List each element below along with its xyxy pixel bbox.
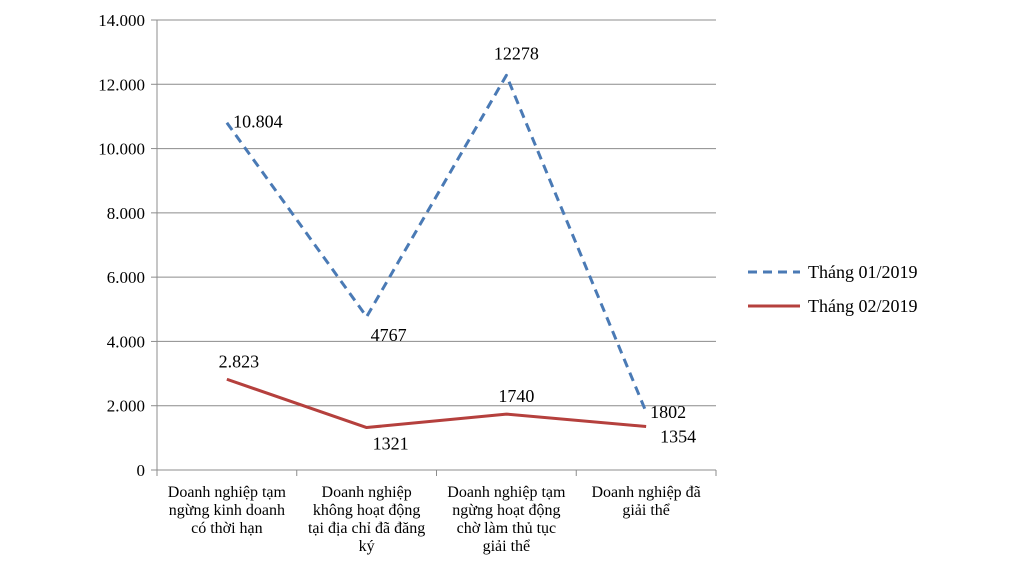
data-labels: 10.804 4767 12278 1802 2.823 1321 1740 1354 [219,43,697,453]
x-category-label-line: Doanh nghiệp tạm [168,484,287,501]
x-category-label-line: tại địa chỉ đã đăng [308,520,425,537]
x-category-label-line: chờ làm thủ tục [457,520,557,537]
legend: Tháng 01/2019 Tháng 02/2019 [748,262,918,316]
y-tick-label: 14.000 [98,11,145,30]
series-line-1 [225,73,648,413]
y-axis-ticks: 0 2.000 4.000 6.000 8.000 10.000 12.000 14.000 [98,11,145,480]
x-axis-categories: Doanh nghiệp tạm ngừng kinh doanh có thời … [168,484,701,555]
x-category-label-line: Doanh nghiệp tạm [447,484,566,501]
axes [151,19,717,476]
gridlines [157,19,716,407]
x-category-label-line: giải thể [483,538,531,555]
x-category-label-line: giải thể [622,502,670,519]
x-category-label: Doanh nghiệp tạm ngừng kinh doanh có thời … [168,484,287,537]
x-category-label: Doanh nghiệp không hoạt động tại địa chỉ đ… [308,484,425,555]
data-label: 10.804 [233,112,283,132]
x-category-label: Doanh nghiệp đã giải thể [591,484,700,519]
x-category-label-line: Doanh nghiệp [322,484,412,501]
y-tick-label: 2.000 [107,397,145,416]
y-tick-label: 12.000 [98,75,145,94]
y-tick-label: 0 [137,461,146,480]
legend-label-1: Tháng 01/2019 [808,262,918,282]
series-lines [225,73,648,430]
data-label: 2.823 [219,351,260,371]
data-label: 4767 [371,325,407,345]
y-tick-label: 4.000 [107,332,145,351]
x-category-label-line: Doanh nghiệp đã [591,484,700,501]
y-tick-label: 8.000 [107,204,145,223]
x-category-label-line: ngừng hoạt động [452,502,560,519]
series-line-2 [226,377,647,430]
x-category-label-line: không hoạt động [313,502,421,519]
data-label: 1354 [660,426,696,446]
x-category-label-line: ngừng kinh doanh [169,502,285,519]
x-category-label: Doanh nghiệp tạm ngừng hoạt động chờ làm t… [447,484,566,555]
x-category-label-line: có thời hạn [191,520,263,537]
data-label: 12278 [494,43,539,63]
x-category-label-line: ký [359,538,375,555]
data-label: 1321 [373,434,409,454]
y-tick-label: 10.000 [98,140,145,159]
legend-label-2: Tháng 02/2019 [808,296,918,316]
y-tick-label: 6.000 [107,268,145,287]
data-label: 1802 [650,402,686,422]
data-label: 1740 [498,386,534,406]
